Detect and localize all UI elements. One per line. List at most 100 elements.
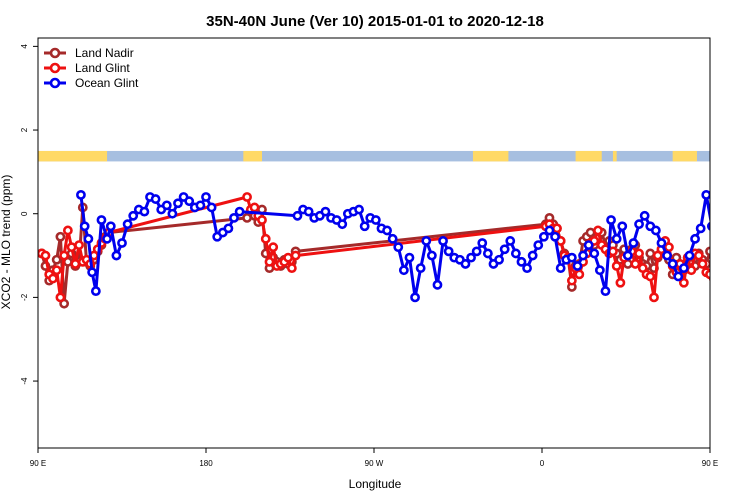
series-1-point [736, 256, 743, 263]
y-tick-label: -4 [20, 377, 29, 385]
series-2-point [102, 233, 112, 244]
series-1-point [744, 252, 750, 259]
series-0-point [729, 260, 736, 267]
series-2-point [206, 202, 217, 213]
series-2-point [370, 215, 381, 225]
series-1-point [257, 215, 267, 225]
series-2-point [337, 219, 348, 230]
series-1-point [740, 260, 747, 267]
series-2-point [650, 225, 661, 236]
series-2-point [572, 261, 583, 271]
series-2-point [505, 236, 516, 246]
series-2-point [415, 263, 426, 274]
series-1-point [566, 275, 577, 286]
x-axis: 90 E 180 90 W 0 90 E [30, 448, 718, 468]
series-0-point [645, 248, 656, 259]
series-2-point [139, 206, 150, 217]
series-2-point [522, 263, 532, 274]
series-1-point [40, 250, 51, 261]
series-2-point [555, 263, 566, 274]
legend-marker [49, 47, 61, 59]
series-2-point [167, 208, 178, 219]
series-2-point [122, 219, 133, 230]
series-0-point [725, 256, 732, 263]
series-0-point [705, 246, 710, 257]
series-2-point [303, 206, 314, 217]
x-tick-label: 90 E [30, 459, 46, 468]
series-1-point [55, 292, 66, 303]
series-2-point [544, 225, 555, 236]
series-1-point [721, 252, 728, 259]
series-2-point [96, 215, 107, 225]
series-1-point [242, 192, 252, 202]
series-2-point [617, 221, 628, 232]
series-2-point [719, 252, 726, 259]
series-2-point [359, 221, 370, 232]
series-1-point [260, 233, 271, 244]
series-1-point [678, 277, 689, 288]
series-2-point [494, 254, 504, 265]
series-2-point [438, 236, 448, 246]
series-2-point [684, 250, 695, 261]
land-strip-segment [575, 150, 602, 162]
series-1-point [283, 252, 294, 263]
series-1-point [574, 269, 585, 280]
series-2-point [223, 223, 234, 234]
series-2-point [150, 194, 161, 204]
series-2-point [714, 235, 721, 242]
series-2-point [583, 240, 594, 250]
series-2-point [695, 223, 706, 234]
series-1-point [733, 260, 740, 267]
series-2-point [173, 198, 183, 209]
land-strip-segment [472, 150, 509, 162]
series-1-point [66, 242, 77, 253]
series-group [38, 189, 750, 309]
series-2-point [79, 221, 90, 232]
series-line-2 [79, 193, 710, 299]
series-2-point [90, 286, 101, 297]
series-2-point [634, 219, 644, 230]
ocean-strip [38, 150, 710, 162]
series-2-point [382, 225, 392, 236]
legend-marker [49, 62, 61, 74]
series-1-point [714, 267, 721, 274]
series-2-point [404, 252, 415, 263]
series-2-point [117, 238, 127, 248]
series-0-point [744, 300, 750, 307]
legend-label: Land Nadir [75, 46, 134, 60]
land-strip-segment [243, 150, 262, 162]
series-2-point [87, 267, 98, 278]
y-tick-label: 0 [20, 211, 29, 216]
y-tick-label: 4 [20, 44, 29, 49]
series-2-point [594, 265, 605, 276]
series-2-point [589, 248, 600, 259]
series-1-point [62, 225, 73, 236]
legend-label: Land Glint [75, 61, 130, 75]
series-2-point [460, 259, 471, 269]
series-1-point [697, 259, 708, 269]
series-1-point [634, 248, 644, 259]
series-1-point [74, 240, 84, 250]
y-tick-label: -2 [20, 293, 29, 301]
series-1-point [290, 250, 301, 261]
series-2-point [578, 250, 588, 261]
x-axis-label: Longitude [349, 477, 402, 491]
series-2-point [292, 210, 303, 221]
series-1-point [615, 277, 626, 288]
series-2-point [443, 246, 454, 257]
series-2-point [667, 259, 678, 269]
land-strip-segment [38, 150, 108, 162]
series-2-point [432, 279, 443, 290]
series-2-point [550, 231, 560, 242]
land-strip-segment [716, 151, 750, 161]
land-strip-segment [612, 150, 617, 162]
series-0-point [714, 271, 721, 278]
series-2-point [656, 238, 667, 248]
series-1-point [264, 256, 275, 267]
series-1-point [686, 265, 697, 276]
land-ocean-strip [38, 150, 750, 162]
series-2-point [421, 236, 432, 246]
series-0-point [736, 256, 743, 263]
series-1-point [693, 250, 704, 261]
series-1-point [718, 294, 725, 301]
